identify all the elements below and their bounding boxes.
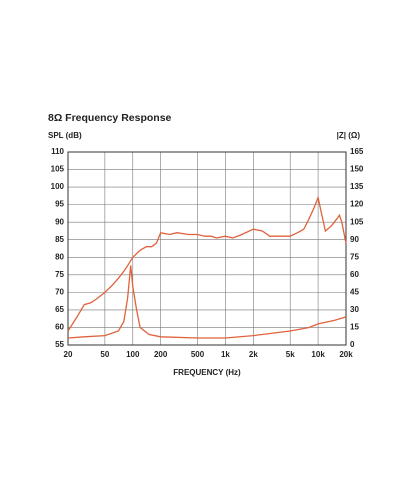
y2-tick-label: 30 [350, 305, 359, 314]
x-tick-label: 50 [100, 350, 109, 359]
y2-tick-label: 75 [350, 252, 359, 261]
y2-tick-label: 45 [350, 287, 359, 296]
y2-tick-label: 135 [350, 182, 364, 191]
x-tick-label: 5k [286, 350, 295, 359]
y-tick-label: 85 [55, 235, 64, 244]
series-line [67, 265, 347, 339]
y2-tick-label: 105 [350, 217, 364, 226]
y-tick-label: 105 [51, 165, 65, 174]
y-tick-label: 55 [55, 340, 64, 349]
y2-tick-label: 150 [350, 165, 364, 174]
x-tick-label: 200 [154, 350, 168, 359]
y-tick-label: 100 [51, 182, 65, 191]
x-axis-label: FREQUENCY (Hz) [173, 368, 241, 377]
y-tick-label: 75 [55, 270, 64, 279]
y-tick-label: 60 [55, 323, 64, 332]
y2-axis-label: |Z| (Ω) [337, 131, 361, 140]
x-tick-label: 20k [339, 350, 353, 359]
x-tick-label: 1k [221, 350, 230, 359]
y-tick-label: 80 [55, 252, 64, 261]
y2-tick-label: 165 [350, 147, 364, 156]
y-tick-label: 110 [51, 147, 64, 156]
y2-tick-label: 90 [350, 235, 359, 244]
y-tick-label: 65 [55, 305, 64, 314]
y2-tick-label: 15 [350, 323, 359, 332]
x-tick-label: 100 [126, 350, 140, 359]
series-line [67, 195, 347, 332]
y2-tick-label: 60 [350, 270, 359, 279]
y2-tick-label: 120 [350, 200, 364, 209]
y-tick-label: 70 [55, 287, 64, 296]
plot-frame [67, 151, 347, 346]
chart-title: 8Ω Frequency Response [48, 112, 172, 124]
y-axis-label: SPL (dB) [48, 131, 82, 140]
y2-tick-label: 0 [350, 340, 355, 349]
x-tick-label: 500 [191, 350, 205, 359]
y-tick-label: 95 [55, 200, 64, 209]
x-tick-label: 2k [249, 350, 258, 359]
x-tick-label: 20 [64, 350, 73, 359]
y-tick-label: 90 [55, 217, 64, 226]
x-tick-label: 10k [311, 350, 325, 359]
